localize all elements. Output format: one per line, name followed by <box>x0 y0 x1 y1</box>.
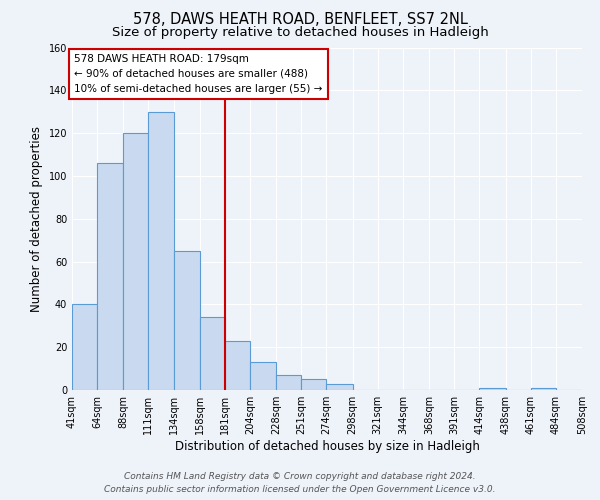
Bar <box>124 133 148 390</box>
Text: Contains HM Land Registry data © Crown copyright and database right 2024.
Contai: Contains HM Land Registry data © Crown c… <box>104 472 496 494</box>
Text: Size of property relative to detached houses in Hadleigh: Size of property relative to detached ho… <box>112 26 488 39</box>
Bar <box>72 304 97 390</box>
Bar <box>200 317 225 390</box>
Bar <box>225 341 250 390</box>
Text: 578, DAWS HEATH ROAD, BENFLEET, SS7 2NL: 578, DAWS HEATH ROAD, BENFLEET, SS7 2NL <box>133 12 467 28</box>
Bar <box>479 388 506 390</box>
Bar <box>97 163 124 390</box>
Bar <box>326 384 353 390</box>
Bar <box>148 112 173 390</box>
Bar <box>301 380 326 390</box>
Bar <box>250 362 276 390</box>
Y-axis label: Number of detached properties: Number of detached properties <box>30 126 43 312</box>
Bar <box>276 375 301 390</box>
Bar <box>173 251 200 390</box>
Bar <box>530 388 556 390</box>
Text: 578 DAWS HEATH ROAD: 179sqm
← 90% of detached houses are smaller (488)
10% of se: 578 DAWS HEATH ROAD: 179sqm ← 90% of det… <box>74 54 323 94</box>
X-axis label: Distribution of detached houses by size in Hadleigh: Distribution of detached houses by size … <box>175 440 479 453</box>
